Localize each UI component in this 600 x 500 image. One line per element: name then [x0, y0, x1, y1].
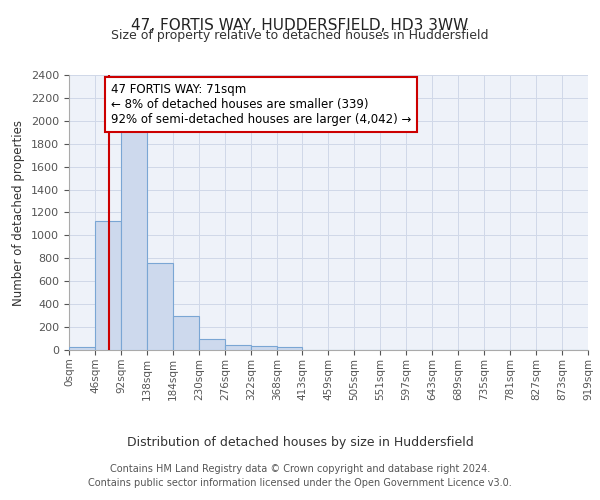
Bar [199, 338, 225, 350]
Bar [147, 263, 173, 350]
Text: Contains HM Land Registry data © Crown copyright and database right 2024.
Contai: Contains HM Land Registry data © Crown c… [88, 464, 512, 487]
Text: Distribution of detached houses by size in Huddersfield: Distribution of detached houses by size … [127, 436, 473, 449]
Bar [121, 126, 147, 350]
Y-axis label: Number of detached properties: Number of detached properties [13, 120, 25, 306]
Bar [173, 316, 199, 350]
Bar [225, 345, 251, 350]
Text: 47 FORTIS WAY: 71sqm
← 8% of detached houses are smaller (339)
92% of semi-detac: 47 FORTIS WAY: 71sqm ← 8% of detached ho… [110, 83, 411, 126]
Bar [277, 346, 302, 350]
Text: Size of property relative to detached houses in Huddersfield: Size of property relative to detached ho… [111, 29, 489, 42]
Bar [95, 220, 121, 350]
Text: 47, FORTIS WAY, HUDDERSFIELD, HD3 3WW: 47, FORTIS WAY, HUDDERSFIELD, HD3 3WW [131, 18, 469, 32]
Bar [251, 346, 277, 350]
Bar [69, 346, 95, 350]
